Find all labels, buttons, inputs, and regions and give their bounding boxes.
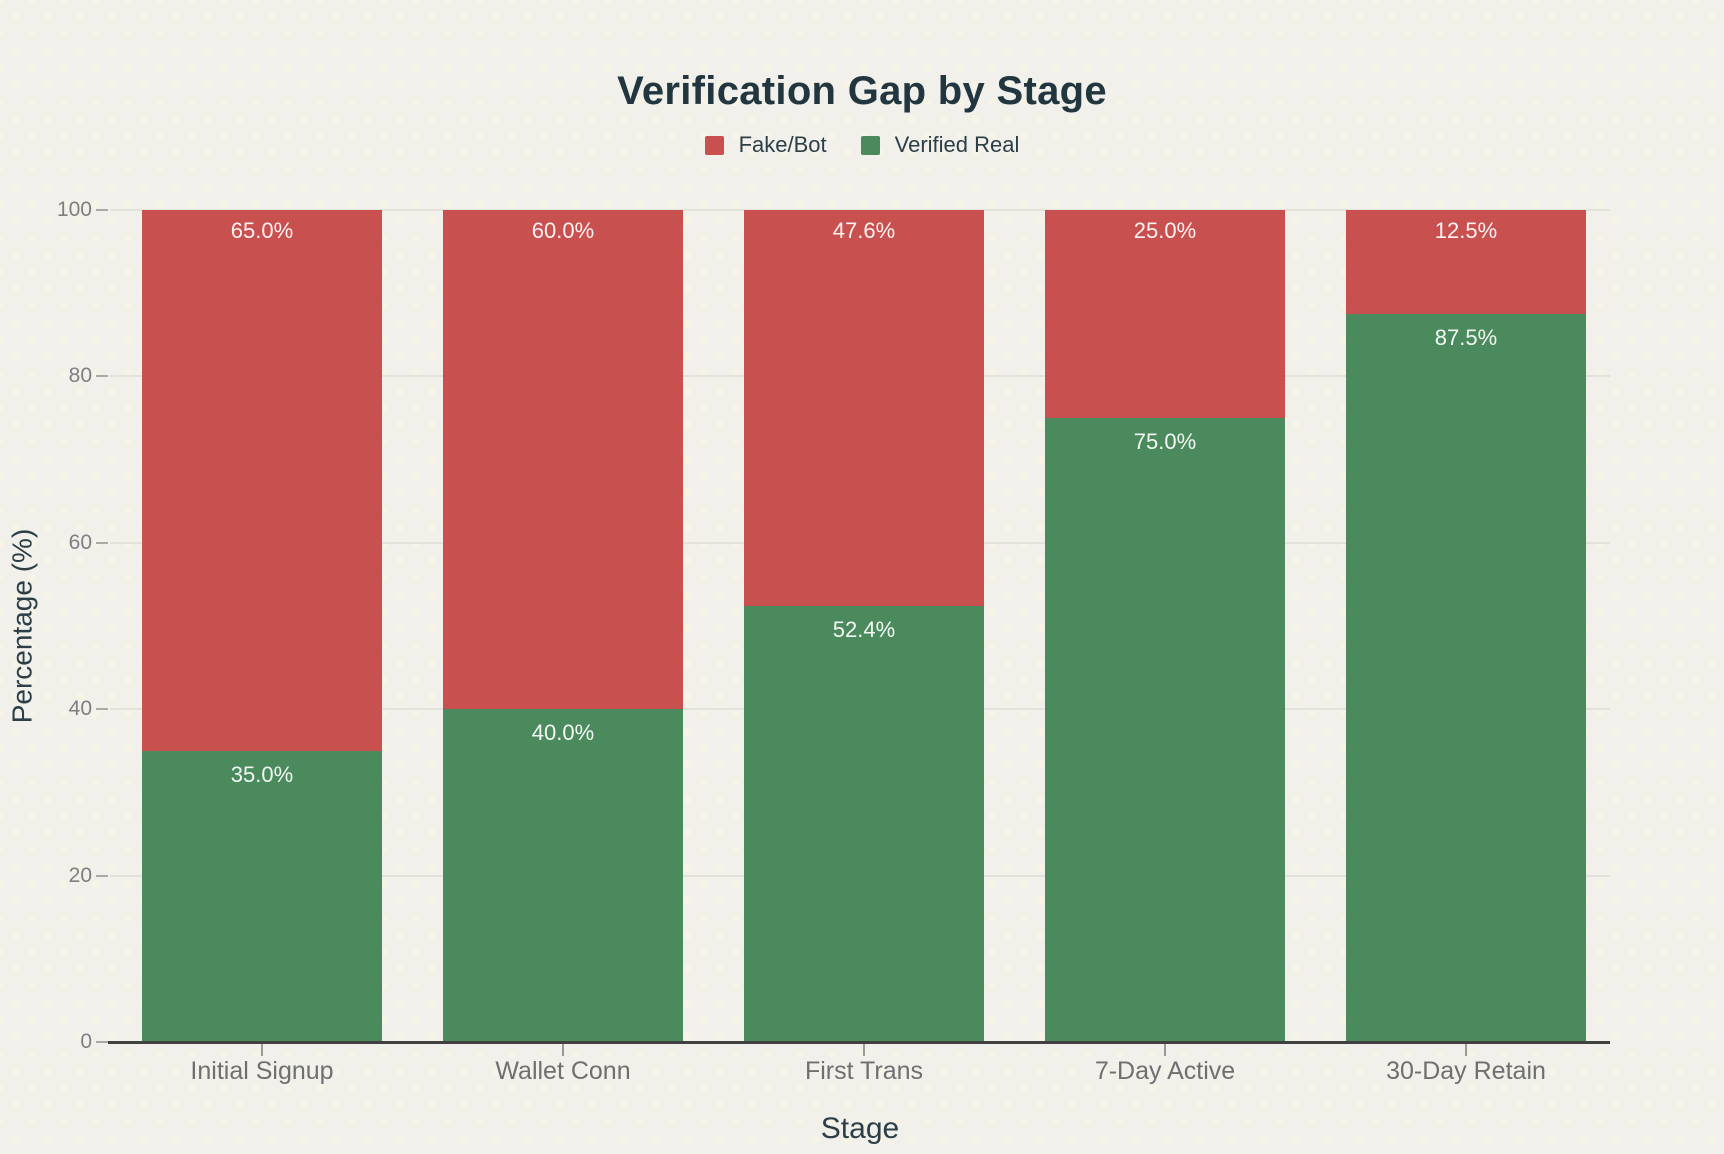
bar-label-verified-real-initial-signup: 35.0% (230, 761, 294, 787)
chart-title: Verification Gap by Stage (617, 68, 1107, 113)
bar-segment-verified-real-wallet-conn (443, 709, 683, 1042)
bar-segment-fake-bot-initial-signup (142, 210, 382, 751)
y-tick-label-0: 0 (80, 1030, 92, 1053)
y-tick-mark-40 (96, 708, 108, 711)
y-tick-mark-100 (96, 209, 108, 211)
legend-swatch-verified-real (860, 135, 880, 155)
legend-item-fake-bot: Fake/Bot (704, 132, 827, 158)
bar-label-verified-real-30-day-retain: 87.5% (1434, 325, 1498, 350)
x-tick-mark-wallet-conn (562, 1044, 564, 1056)
x-category-label-7-day-active: 7-Day Active (1094, 1057, 1236, 1085)
bar-label-fake-bot-30-day-retain: 12.5% (1434, 218, 1498, 243)
x-tick-mark-7-day-active (1164, 1044, 1166, 1056)
y-tick-mark-20 (96, 874, 108, 877)
y-tick-label-80: 80 (68, 364, 92, 388)
bar-segment-fake-bot-wallet-conn (443, 210, 683, 710)
bar-segment-verified-real-first-trans (744, 606, 984, 1042)
bar-segment-verified-real-30-day-retain (1346, 314, 1586, 1042)
bar-segment-verified-real-7-day-active (1045, 418, 1285, 1042)
y-tick-label-20: 20 (68, 863, 92, 887)
x-category-label-30-day-retain: 30-Day Retain (1386, 1057, 1546, 1085)
legend-label-verified-real: Verified Real (894, 132, 1020, 157)
bar-label-verified-real-first-trans: 52.4% (832, 617, 896, 643)
y-tick-label-100: 100 (56, 198, 92, 221)
bar-label-fake-bot-7-day-active: 25.0% (1133, 218, 1197, 243)
y-tick-mark-60 (96, 541, 108, 544)
bar-segment-fake-bot-7-day-active (1045, 210, 1285, 418)
bar-segment-verified-real-initial-signup (142, 750, 382, 1042)
y-tick-label-60: 60 (68, 530, 92, 554)
x-axis-title: Stage (820, 1112, 900, 1145)
y-tick-mark-0 (96, 1041, 108, 1043)
x-tick-mark-initial-signup (261, 1044, 263, 1056)
x-tick-mark-first-trans (863, 1044, 865, 1056)
y-tick-label-40: 40 (68, 697, 92, 721)
bar-label-fake-bot-initial-signup: 65.0% (230, 218, 294, 243)
bar-label-verified-real-wallet-conn: 40.0% (531, 720, 595, 746)
x-axis-line (108, 1041, 1610, 1044)
x-category-label-wallet-conn: Wallet Conn (495, 1057, 631, 1085)
bar-segment-fake-bot-30-day-retain (1346, 210, 1586, 314)
legend: Fake/Bot Verified Real (0, 132, 1724, 158)
bar-label-fake-bot-wallet-conn: 60.0% (531, 218, 595, 243)
y-axis-title-text: Percentage (%) (6, 528, 38, 724)
x-category-label-first-trans: First Trans (804, 1057, 924, 1085)
bar-label-fake-bot-first-trans: 47.6% (832, 218, 896, 243)
bar-label-verified-real-7-day-active: 75.0% (1133, 429, 1197, 454)
y-tick-mark-80 (96, 375, 108, 378)
bar-segment-fake-bot-first-trans (744, 210, 984, 607)
legend-swatch-fake-bot (704, 135, 724, 155)
x-category-label-initial-signup: Initial Signup (190, 1057, 334, 1085)
legend-label-fake-bot: Fake/Bot (738, 132, 827, 157)
legend-item-verified-real: Verified Real (860, 132, 1020, 158)
x-tick-mark-30-day-retain (1465, 1044, 1467, 1056)
